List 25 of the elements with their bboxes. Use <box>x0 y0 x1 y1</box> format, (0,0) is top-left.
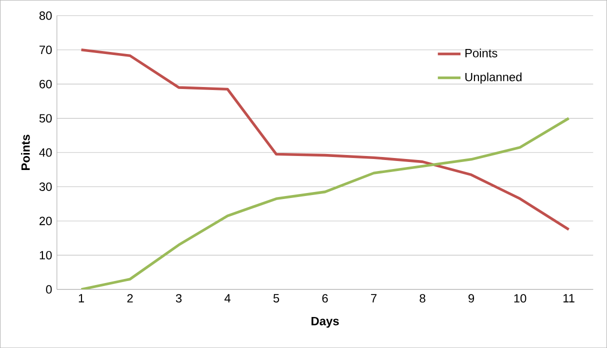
y-tick-label: 80 <box>39 11 52 20</box>
x-tick-label: 9 <box>468 294 474 302</box>
x-tick-label: 2 <box>127 294 133 302</box>
x-tick-label: 7 <box>371 294 376 302</box>
x-tick-label: 8 <box>420 294 426 302</box>
x-tick-label: 5 <box>273 294 280 302</box>
y-tick-label: 0 <box>46 285 52 294</box>
y-tick-label: 20 <box>40 216 52 226</box>
x-tick-label: 3 <box>176 294 182 302</box>
y-tick-label: 70 <box>40 46 52 54</box>
y-axis-title: Points <box>21 134 30 170</box>
legend-label: Points <box>465 48 498 58</box>
x-tick-label: 6 <box>322 294 328 302</box>
x-tick-label: 10 <box>514 294 526 302</box>
y-tick-label: 30 <box>39 182 52 191</box>
x-tick-label: 4 <box>224 294 230 302</box>
y-tick-label: 50 <box>39 114 52 122</box>
x-tick-label: 11 <box>563 294 574 302</box>
y-tick-label: 10 <box>40 250 52 260</box>
y-tick-label: 40 <box>39 148 52 157</box>
line-series <box>80 48 570 231</box>
y-tick-label: 60 <box>40 80 52 88</box>
legend-label: Unplanned <box>465 72 522 84</box>
x-axis-title: Days <box>312 316 339 328</box>
x-tick-label: 1 <box>78 294 84 302</box>
